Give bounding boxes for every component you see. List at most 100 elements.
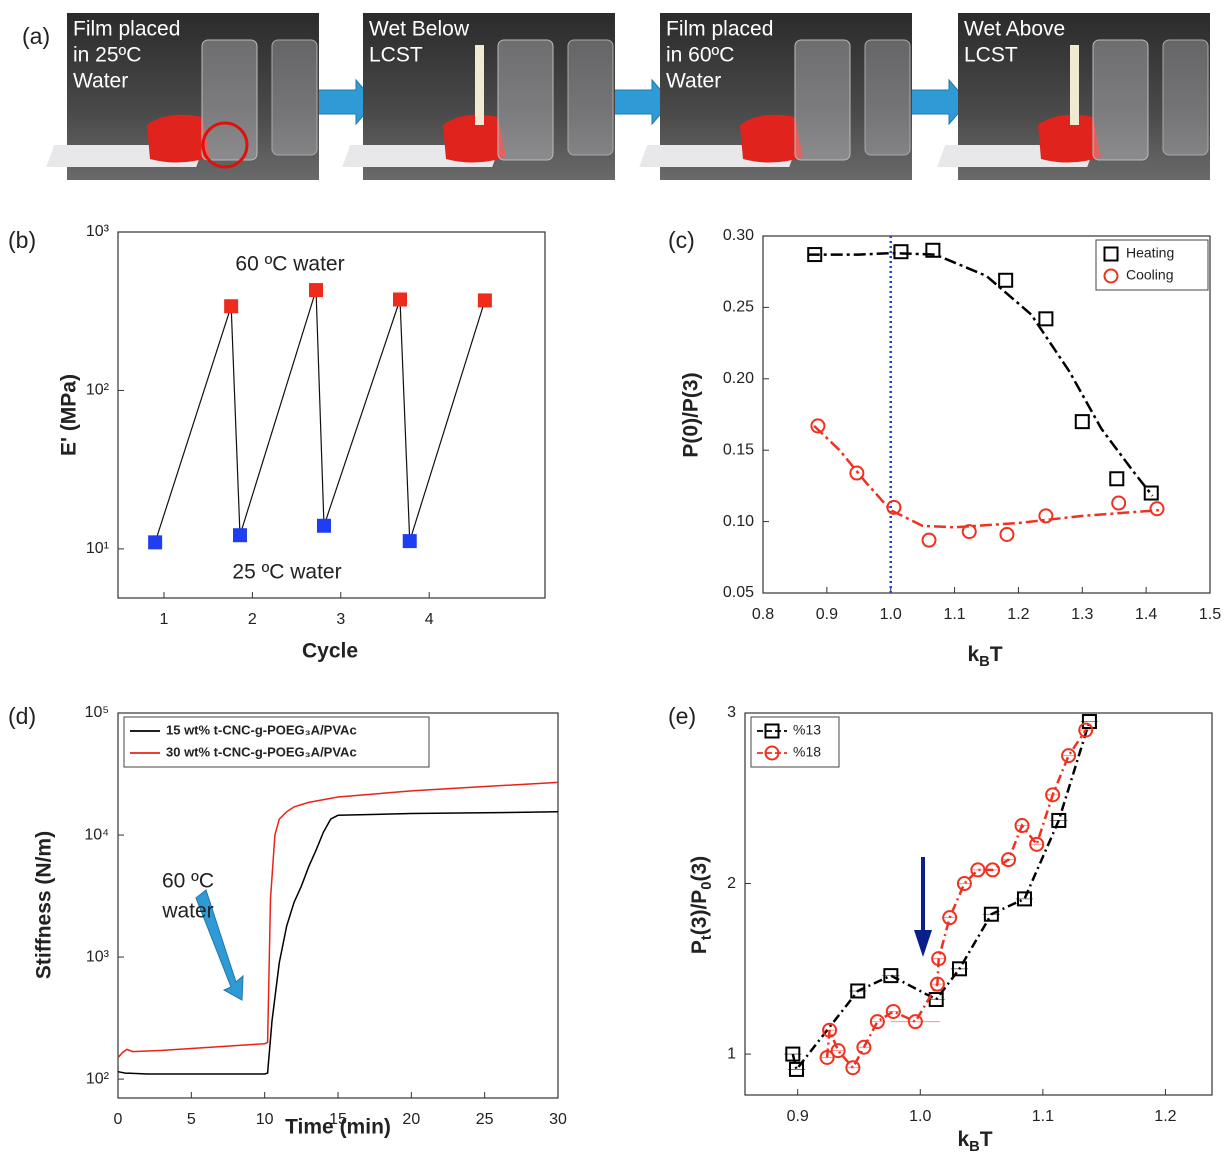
marker (931, 951, 947, 967)
annotation: water (161, 900, 213, 923)
marker (764, 723, 780, 739)
label-part: 0 (699, 882, 715, 890)
y-axis-title: E' (MPa) (58, 374, 81, 456)
x-tick-label: 20 (402, 1111, 420, 1128)
x-tick-label: 1.2 (1007, 606, 1029, 623)
photo-caption: in 60ºC (666, 44, 734, 67)
marker (925, 242, 941, 258)
y-tick-label: 10⁵ (85, 704, 109, 721)
y-tick-label: 3 (727, 704, 736, 721)
y-tick-label: 10² (86, 1070, 110, 1087)
x-tick-label: 15 (329, 1111, 347, 1128)
marker (983, 906, 999, 922)
x-axis-title: kBT (967, 643, 1002, 670)
x-tick-label: 3 (336, 611, 345, 628)
marker (233, 528, 247, 543)
x-tick-label: 1 (160, 611, 169, 628)
photo-caption: LCST (369, 44, 423, 67)
marker (998, 272, 1014, 288)
marker (1038, 508, 1054, 524)
marker (1029, 836, 1045, 852)
legend-box (750, 716, 840, 768)
series-line (791, 721, 1091, 1073)
x-tick-label: 10 (256, 1111, 274, 1128)
legend-label: Heating (1126, 245, 1174, 261)
photo-vial (1162, 39, 1209, 156)
marker (970, 862, 986, 878)
y-tick-label: 0.30 (723, 227, 754, 244)
marker (785, 1046, 801, 1062)
marker (942, 910, 958, 926)
marker (885, 1003, 901, 1019)
photo-highlight (201, 121, 249, 169)
y-tick-label: 10⁴ (84, 826, 109, 843)
marker (1143, 485, 1159, 501)
connector (315, 290, 325, 526)
y-tick-label: 2 (727, 875, 736, 892)
x-tick-label: 1.1 (1032, 1108, 1054, 1125)
x-tick-label: 5 (187, 1111, 196, 1128)
marker (393, 292, 408, 307)
photo-vial (794, 39, 851, 161)
label-part: k (967, 643, 979, 666)
panel-label: (a) (22, 23, 50, 49)
y-tick-label: 10¹ (86, 540, 109, 557)
marker (929, 976, 945, 992)
photo-caption: Water (666, 70, 721, 93)
photo-caption: Film placed (73, 18, 180, 41)
marker (316, 518, 331, 533)
x-tick-label: 25 (476, 1111, 494, 1128)
marker (1103, 268, 1119, 284)
marker (1038, 311, 1054, 327)
marker (893, 244, 909, 260)
connector (230, 306, 241, 536)
photo-caption: in 25ºC (73, 44, 141, 67)
connector (399, 299, 411, 542)
plot-frame (762, 235, 1211, 594)
legend-label: 15 wt% t-CNC-g-POEG₃A/PVAc (166, 722, 357, 737)
x-tick-label: 1.2 (1154, 1108, 1176, 1125)
marker (148, 535, 163, 550)
y-tick-label: 0.10 (723, 513, 754, 530)
photo-film (147, 114, 210, 163)
photo-vial (271, 39, 318, 156)
plot-frame (744, 712, 1213, 1096)
photo-film (740, 114, 803, 163)
x-tick-label: 0.9 (787, 1108, 809, 1125)
marker (224, 299, 239, 314)
label-part: B (969, 1139, 980, 1155)
plot-frame (117, 231, 546, 599)
marker (869, 1014, 885, 1030)
label-part: T (980, 1128, 993, 1151)
fit-curve (807, 251, 1154, 497)
marker (819, 1049, 835, 1065)
x-tick-label: 4 (425, 611, 434, 628)
marker (1111, 495, 1127, 511)
marker (999, 526, 1015, 542)
marker (1078, 722, 1094, 738)
marker (788, 1061, 804, 1077)
series-line (825, 729, 1087, 1070)
annotation: 60 ºC (162, 870, 214, 893)
marker (956, 876, 972, 892)
marker (1051, 812, 1067, 828)
y-tick-label: 0.25 (723, 299, 754, 316)
marker (907, 1014, 923, 1030)
x-tick-label: 1.4 (1135, 606, 1157, 623)
photo-sample (1070, 45, 1079, 125)
legend-label: Cooling (1126, 267, 1173, 283)
marker (1045, 787, 1061, 803)
panel-label: (e) (668, 703, 696, 729)
photo-caption: Wet Below (369, 18, 470, 41)
label-part: T (990, 643, 1003, 666)
panel-label: (b) (8, 227, 36, 253)
legend-label: 30 wt% t-CNC-g-POEG₃A/PVAc (166, 744, 357, 759)
y-tick-label: 10³ (86, 948, 110, 965)
y-axis-title: Pt(3)/P0(3) (688, 856, 715, 954)
marker (921, 532, 937, 548)
marker (830, 1043, 846, 1059)
connector (409, 300, 486, 542)
x-tick-label: 1.5 (1199, 606, 1221, 623)
y-axis-title: Stiffness (N/m) (33, 831, 56, 979)
